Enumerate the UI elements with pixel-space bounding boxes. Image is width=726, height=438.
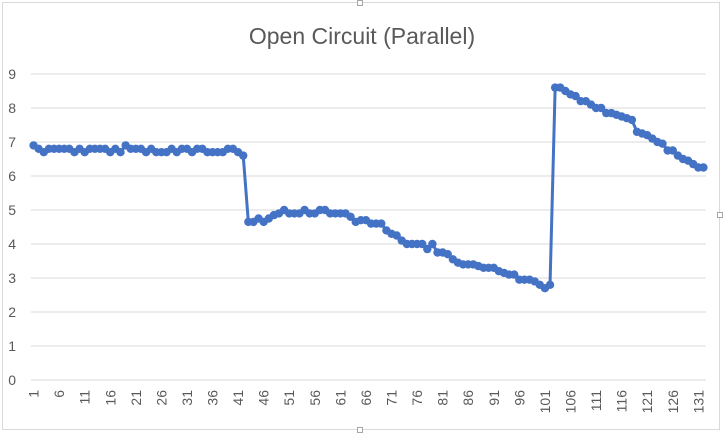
x-tick-label: 41 bbox=[230, 390, 246, 406]
chart-area: Open Circuit (Parallel) bbox=[2, 2, 720, 430]
x-tick-label: 76 bbox=[409, 390, 425, 406]
x-tick-label: 11 bbox=[77, 390, 93, 405]
data-point bbox=[699, 163, 708, 172]
x-tick-label: 116 bbox=[614, 390, 630, 413]
data-point bbox=[668, 146, 677, 155]
x-tick-label: 1 bbox=[26, 390, 42, 398]
data-point bbox=[346, 212, 355, 221]
x-tick-label: 96 bbox=[511, 390, 527, 406]
resize-handle-top[interactable] bbox=[357, 0, 363, 6]
x-tick-label: 86 bbox=[460, 390, 476, 406]
x-tick-label: 71 bbox=[384, 390, 400, 406]
x-tick-label: 121 bbox=[639, 390, 655, 414]
data-point bbox=[510, 270, 519, 279]
data-point bbox=[596, 103, 606, 113]
y-tick-label: 2 bbox=[8, 304, 16, 320]
data-point bbox=[627, 115, 637, 125]
y-tick-label: 7 bbox=[8, 134, 16, 150]
x-tick-label: 26 bbox=[153, 390, 169, 406]
y-tick-label: 8 bbox=[8, 100, 16, 116]
gridlines bbox=[31, 73, 706, 381]
x-tick-label: 131 bbox=[690, 390, 706, 414]
y-tick-label: 4 bbox=[8, 236, 16, 252]
x-tick-label: 101 bbox=[537, 390, 553, 414]
data-point bbox=[443, 250, 452, 259]
x-tick-label: 6 bbox=[51, 390, 67, 398]
x-tick-label: 106 bbox=[562, 390, 578, 414]
y-tick-label: 1 bbox=[8, 338, 16, 354]
x-tick-label: 36 bbox=[205, 390, 221, 406]
x-tick-label: 46 bbox=[256, 390, 272, 406]
y-tick-label: 0 bbox=[8, 372, 16, 388]
x-tick-label: 31 bbox=[179, 390, 195, 406]
series-layer bbox=[29, 83, 708, 293]
x-axis-ticks: 1 6 11 16 21 26 31 36 41 46 51 56 61 66 71 76 81 86 91 96 10… bbox=[26, 390, 707, 414]
x-tick-label: 91 bbox=[486, 390, 502, 406]
data-point bbox=[417, 239, 427, 249]
x-tick-label: 61 bbox=[332, 390, 348, 406]
data-point bbox=[658, 139, 667, 148]
data-point bbox=[239, 151, 248, 160]
data-point bbox=[571, 91, 580, 101]
y-tick-label: 9 bbox=[8, 66, 16, 82]
y-tick-label: 6 bbox=[8, 168, 16, 184]
y-axis-ticks: 0 1 2 3 4 5 6 7 8 9 bbox=[8, 66, 16, 388]
data-point bbox=[545, 280, 555, 289]
data-point bbox=[423, 244, 432, 254]
data-point bbox=[392, 231, 401, 240]
x-tick-label: 51 bbox=[281, 390, 297, 406]
x-tick-label: 126 bbox=[665, 390, 681, 414]
x-tick-label: 21 bbox=[128, 390, 144, 406]
y-tick-label: 5 bbox=[8, 202, 16, 218]
x-tick-label: 111 bbox=[588, 390, 604, 411]
x-tick-label: 16 bbox=[102, 390, 118, 406]
resize-handle-right[interactable] bbox=[717, 212, 723, 218]
series-line bbox=[32, 86, 704, 290]
x-tick-label: 56 bbox=[307, 390, 323, 406]
x-tick-label: 81 bbox=[435, 390, 451, 406]
y-tick-label: 3 bbox=[8, 270, 16, 286]
data-point bbox=[377, 219, 386, 228]
resize-handle-bottom[interactable] bbox=[357, 427, 363, 433]
data-point bbox=[428, 239, 437, 249]
chart-title: Open Circuit (Parallel) bbox=[248, 23, 476, 49]
data-point bbox=[116, 148, 125, 157]
x-tick-label: 66 bbox=[358, 390, 374, 406]
